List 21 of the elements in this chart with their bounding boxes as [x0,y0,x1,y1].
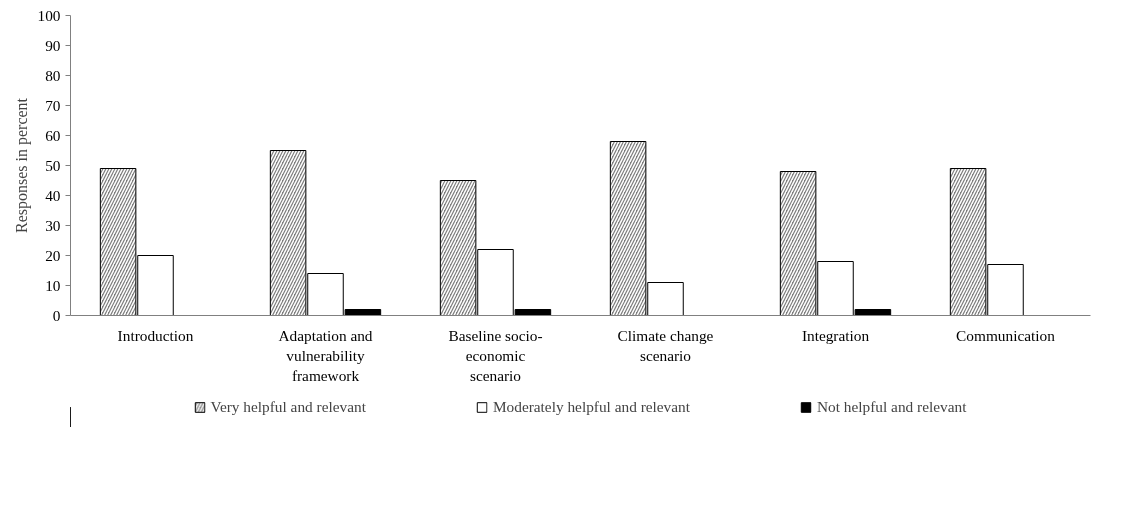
x-tick-label: Communication [956,326,1056,344]
x-tick-label: Baseline socio-economic scenario [448,326,543,385]
y-tick-label: 0 [52,306,61,324]
y-tick-label: 40 [45,186,61,204]
y-tick-label: 60 [45,126,61,144]
legend-label: Not helpful and relevant [817,398,967,416]
x-tick-label: Introduction [117,326,194,344]
y-axis-title: Responses in percent [12,97,31,234]
x-tick-label: Climate change scenario [617,326,714,364]
y-tick-label: 70 [45,96,61,114]
y-tick-label: 50 [45,156,61,174]
y-tick-label: 10 [45,276,61,294]
y-tick-label: 90 [45,36,61,54]
y-tick-label: 100 [37,6,61,24]
y-tick-label: 20 [45,246,61,264]
y-tick-label: 80 [45,66,61,84]
x-tick-label: Integration [801,326,870,344]
legend-label: Very helpful and relevant [210,398,366,416]
x-tick-label: Adaptation and vulnerability framework [278,326,373,385]
y-tick-label: 30 [45,216,61,234]
legend-label: Moderately helpful and relevant [492,398,691,416]
